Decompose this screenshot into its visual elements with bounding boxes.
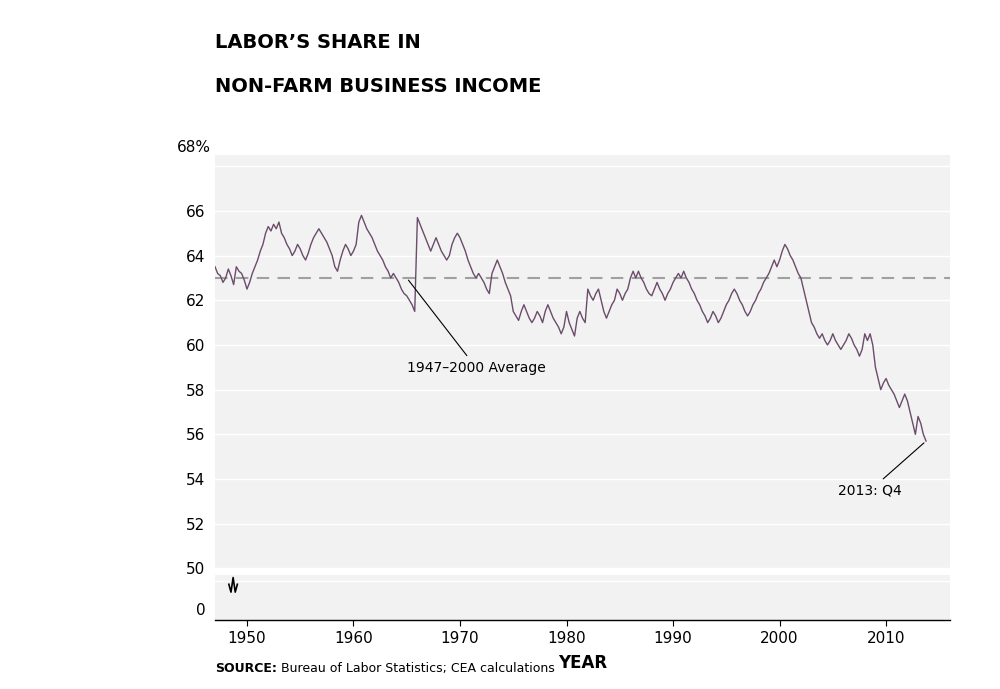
Text: NON-FARM BUSINESS INCOME: NON-FARM BUSINESS INCOME — [215, 77, 541, 96]
Text: 68%: 68% — [177, 140, 211, 155]
X-axis label: YEAR: YEAR — [558, 654, 607, 672]
Text: 1947–2000 Average: 1947–2000 Average — [407, 280, 545, 375]
Text: LABOR’S SHARE IN: LABOR’S SHARE IN — [215, 32, 421, 52]
Text: 2013: Q4: 2013: Q4 — [838, 443, 924, 497]
Text: SOURCE:: SOURCE: — [215, 662, 277, 675]
Text: Bureau of Labor Statistics; CEA calculations: Bureau of Labor Statistics; CEA calculat… — [277, 662, 555, 675]
